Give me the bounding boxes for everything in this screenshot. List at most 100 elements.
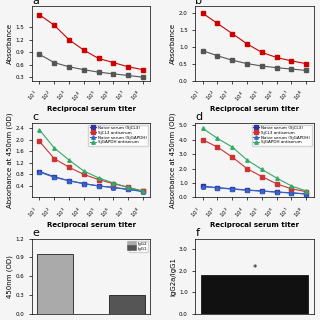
SjCL3 antiserum (126, 186, 130, 189)
Naive serum (SjCL3) (201, 184, 204, 188)
SjCL3 antiserum (260, 175, 264, 179)
Naive serum (SjCL3) (245, 188, 249, 192)
Naive serum (SjCL3) (97, 184, 100, 188)
SjGAPDH antiserum (275, 176, 278, 180)
Bar (109, 295, 145, 314)
Naive serum (SjGAPDH) (37, 170, 41, 174)
SjGAPDH antiserum (260, 167, 264, 171)
SjGAPDH antiserum (290, 184, 293, 188)
Text: b: b (195, 0, 202, 6)
Naive serum (SjGAPDH) (67, 179, 71, 183)
SjCL3 antiserum (67, 38, 71, 42)
SjCL3 antiserum (67, 165, 71, 169)
Naive serum (SjCL3) (126, 74, 130, 77)
Naive serum (SjGAPDH) (245, 188, 249, 192)
SjCL3 antiserum (275, 182, 278, 186)
SjGAPDH antiserum (111, 181, 115, 185)
Naive serum (SjCL3) (82, 68, 86, 72)
Naive serum (SjGAPDH) (304, 68, 308, 72)
Naive serum (SjCL3) (37, 52, 41, 56)
SjCL3 antiserum (82, 48, 86, 52)
SjCL3 antiserum (111, 61, 115, 65)
SjGAPDH antiserum (126, 186, 130, 189)
Naive serum (SjGAPDH) (260, 64, 264, 68)
Naive serum (SjGAPDH) (141, 190, 145, 194)
SjGAPDH antiserum (304, 189, 308, 193)
SjGAPDH antiserum (230, 145, 234, 149)
Naive serum (SjGAPDH) (52, 175, 56, 179)
Text: c: c (32, 112, 38, 122)
Text: f: f (195, 228, 199, 238)
Text: a: a (32, 0, 39, 6)
Line: Naive serum (SjGAPDH): Naive serum (SjGAPDH) (201, 49, 308, 72)
Naive serum (SjGAPDH) (216, 186, 220, 190)
Line: SjCL3 antiserum: SjCL3 antiserum (38, 13, 145, 71)
SjCL3 antiserum (304, 190, 308, 194)
SjGAPDH antiserum (304, 62, 308, 66)
Naive serum (SjGAPDH) (201, 49, 204, 52)
Naive serum (SjGAPDH) (216, 54, 220, 58)
Naive serum (SjGAPDH) (111, 186, 115, 189)
SjCL3 antiserum (97, 178, 100, 181)
SjCL3 antiserum (37, 13, 41, 17)
Line: Naive serum (SjCL3): Naive serum (SjCL3) (38, 170, 145, 193)
SjGAPDH antiserum (216, 21, 220, 25)
Y-axis label: Absorbance: Absorbance (7, 23, 13, 64)
Naive serum (SjCL3) (275, 190, 278, 194)
Naive serum (SjGAPDH) (275, 66, 278, 70)
Naive serum (SjCL3) (260, 189, 264, 193)
Naive serum (SjCL3) (141, 189, 145, 193)
Naive serum (SjCL3) (82, 182, 86, 186)
SjGAPDH antiserum (201, 11, 204, 15)
Line: SjGAPDH antiserum: SjGAPDH antiserum (38, 128, 145, 193)
Naive serum (SjGAPDH) (304, 192, 308, 196)
X-axis label: Reciprocal serum titer: Reciprocal serum titer (47, 222, 136, 228)
Y-axis label: 450nm (OD): 450nm (OD) (6, 255, 13, 298)
X-axis label: Reciprocal serum titer: Reciprocal serum titer (210, 222, 299, 228)
SjGAPDH antiserum (97, 176, 100, 180)
SjCL3 antiserum (52, 23, 56, 27)
Naive serum (SjCL3) (52, 61, 56, 65)
Naive serum (SjGAPDH) (260, 189, 264, 193)
Legend: IgG2, IgG1: IgG2, IgG1 (129, 241, 148, 252)
Naive serum (SjCL3) (304, 192, 308, 196)
SjCL3 antiserum (290, 187, 293, 191)
SjCL3 antiserum (141, 68, 145, 72)
X-axis label: Reciprocal serum titer: Reciprocal serum titer (47, 106, 136, 112)
SjGAPDH antiserum (201, 126, 204, 130)
SjGAPDH antiserum (260, 51, 264, 54)
Bar (37, 254, 73, 314)
Y-axis label: Absorbance at 450nm (OD): Absorbance at 450nm (OD) (6, 112, 13, 208)
SjGAPDH antiserum (52, 146, 56, 150)
Naive serum (SjCL3) (141, 75, 145, 79)
Line: SjCL3 antiserum: SjCL3 antiserum (38, 140, 145, 193)
X-axis label: Reciprocal serum titer: Reciprocal serum titer (210, 106, 299, 112)
Naive serum (SjCL3) (126, 188, 130, 191)
SjGAPDH antiserum (245, 42, 249, 46)
Y-axis label: Absorbance: Absorbance (170, 23, 176, 64)
Naive serum (SjGAPDH) (230, 58, 234, 62)
Naive serum (SjCL3) (290, 191, 293, 195)
SjGAPDH antiserum (141, 189, 145, 193)
Line: SjGAPDH antiserum: SjGAPDH antiserum (201, 12, 308, 65)
SjCL3 antiserum (82, 172, 86, 176)
Line: SjCL3 antiserum: SjCL3 antiserum (201, 138, 308, 193)
SjCL3 antiserum (201, 138, 204, 142)
SjGAPDH antiserum (245, 158, 249, 162)
Naive serum (SjGAPDH) (201, 185, 204, 188)
Text: d: d (195, 112, 203, 122)
SjGAPDH antiserum (275, 56, 278, 60)
Naive serum (SjGAPDH) (245, 62, 249, 66)
Naive serum (SjCL3) (67, 179, 71, 183)
Line: Naive serum (SjGAPDH): Naive serum (SjGAPDH) (38, 170, 145, 193)
Line: Naive serum (SjCL3): Naive serum (SjCL3) (201, 185, 308, 196)
Naive serum (SjCL3) (37, 170, 41, 173)
SjCL3 antiserum (230, 155, 234, 159)
SjCL3 antiserum (126, 65, 130, 69)
Legend: Naive serum (SjCL3), SjCL3 antiserum, Naive serum (SjGAPDH), SjGAPDH antiserum: Naive serum (SjCL3), SjCL3 antiserum, Na… (88, 124, 148, 146)
Naive serum (SjGAPDH) (290, 67, 293, 71)
Text: e: e (32, 228, 39, 238)
SjGAPDH antiserum (230, 32, 234, 36)
Line: Naive serum (SjCL3): Naive serum (SjCL3) (38, 52, 145, 79)
SjGAPDH antiserum (67, 158, 71, 162)
